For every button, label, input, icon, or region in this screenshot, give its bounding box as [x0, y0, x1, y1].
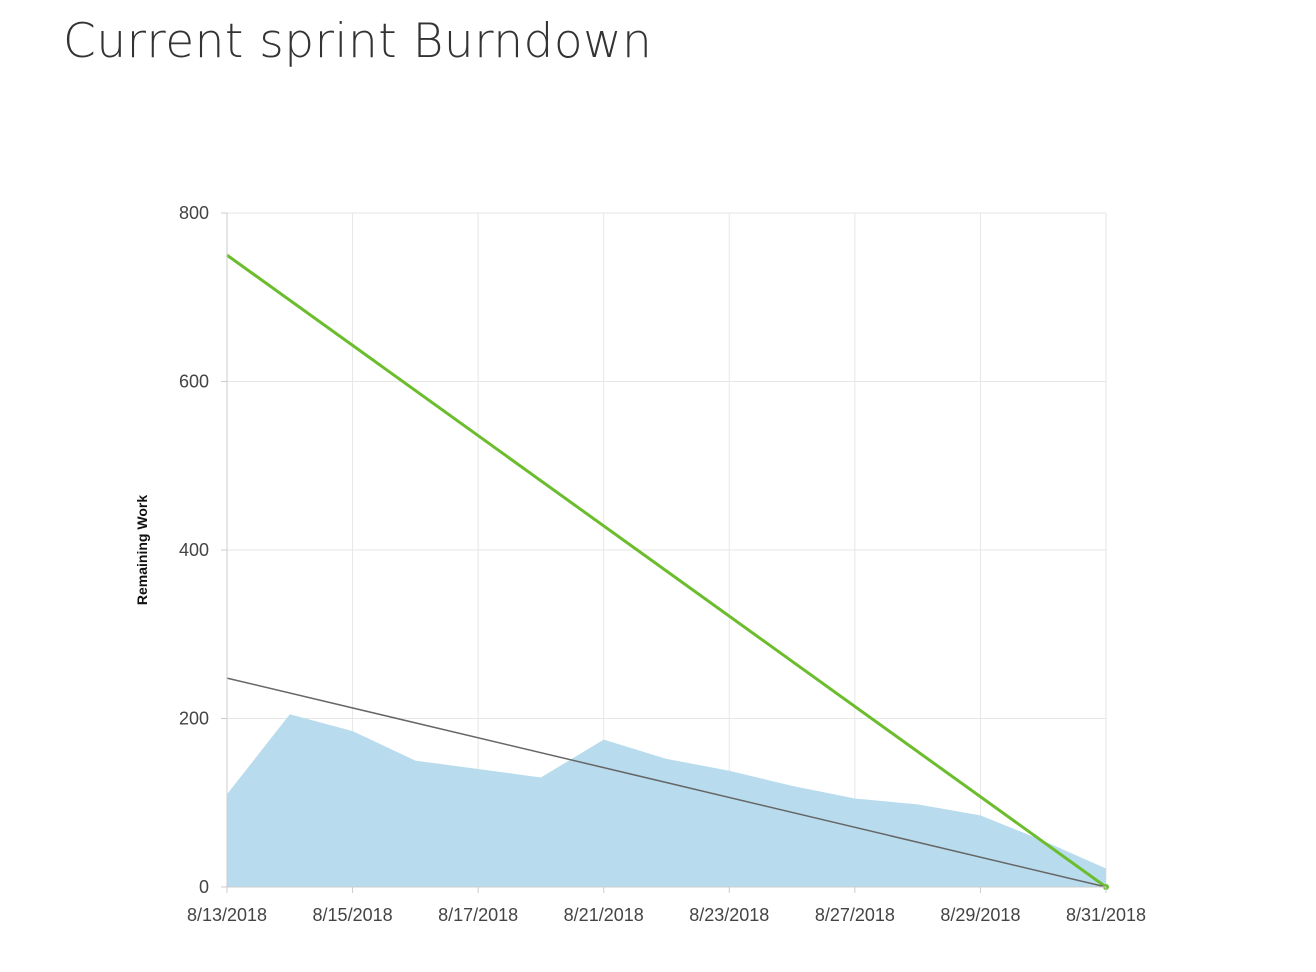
x-tick-label: 8/21/2018 [564, 905, 644, 925]
remaining-work-area [227, 714, 1106, 887]
average-burndown-line [226, 677, 1107, 888]
area-layer [227, 714, 1106, 887]
label-layer: 0 200 400 600 800 8/13/2018 8/15/2018 8/17/2018… [179, 203, 1146, 925]
y-tick-label: 0 [199, 877, 209, 897]
x-tick-label: 8/29/2018 [940, 905, 1020, 925]
y-tick-label: 800 [179, 203, 209, 223]
x-tick-label: 8/13/2018 [187, 905, 267, 925]
x-tick-label: 8/27/2018 [815, 905, 895, 925]
y-tick-label: 400 [179, 540, 209, 560]
ideal-trend-line [226, 253, 1107, 889]
x-tick-label: 8/15/2018 [313, 905, 393, 925]
x-tick-label: 8/17/2018 [438, 905, 518, 925]
y-tick-label: 200 [179, 709, 209, 729]
y-axis-title: Remaining Work [134, 495, 150, 605]
axis-layer [221, 212, 1107, 893]
x-tick-label: 8/31/2018 [1066, 905, 1146, 925]
page-title: Current sprint Burndown [63, 14, 653, 69]
x-tick-label: 8/23/2018 [689, 905, 769, 925]
y-tick-label: 600 [179, 372, 209, 392]
